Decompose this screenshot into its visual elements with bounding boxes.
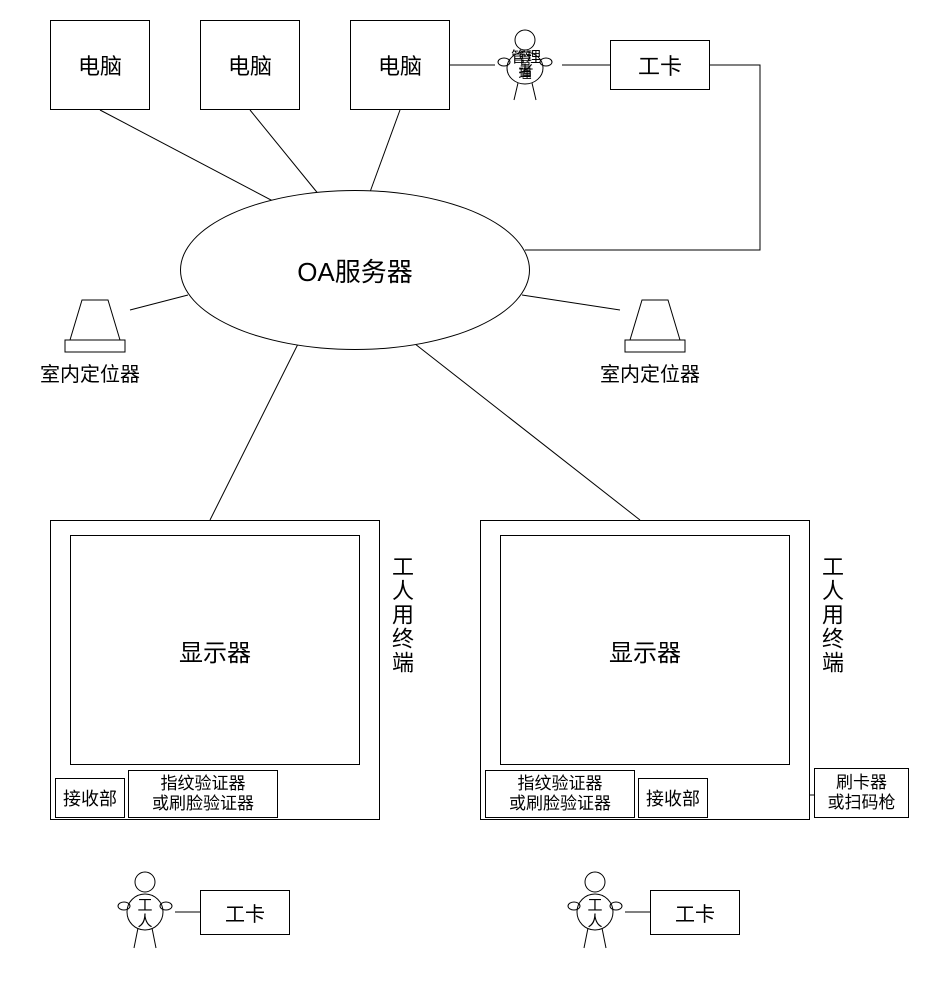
worker-left-icon: 工 人 [110, 870, 180, 955]
terminal-right-reader-label: 刷卡器 或扫码枪 [828, 773, 896, 813]
node-computer-1: 电脑 [50, 20, 150, 110]
locator-right-icon [620, 295, 690, 360]
node-terminal-right-display: 显示器 [500, 535, 790, 765]
locator-right-label: 室内定位器 [600, 358, 700, 387]
locator-left-label: 室内定位器 [40, 358, 140, 387]
node-terminal-left-display: 显示器 [70, 535, 360, 765]
node-terminal-left-receiver: 接收部 [55, 778, 125, 818]
node-oa-server: OA服务器 [180, 190, 530, 350]
terminal-right-receiver-label: 接收部 [646, 785, 700, 811]
node-terminal-right-receiver: 接收部 [638, 778, 708, 818]
terminal-right-side-label: 工人用终端 [815, 555, 847, 675]
oa-server-label: OA服务器 [297, 252, 413, 289]
svg-text:工: 工 [137, 897, 152, 914]
node-computer-3: 电脑 [350, 20, 450, 110]
computer-3-label: 电脑 [378, 49, 422, 81]
node-terminal-left-verifier: 指纹验证器 或刷脸验证器 [128, 770, 278, 818]
computer-1-label: 电脑 [78, 49, 122, 81]
terminal-left-receiver-label: 接收部 [63, 785, 117, 811]
svg-text:人: 人 [137, 913, 152, 930]
terminal-right-verifier-label: 指纹验证器 或刷脸验证器 [509, 774, 611, 814]
terminal-left-display-label: 显示器 [179, 633, 251, 668]
node-manager-card: 工卡 [610, 40, 710, 90]
worker-right-icon: 工 人 [560, 870, 630, 955]
locator-left-icon [60, 295, 130, 360]
svg-text:工: 工 [587, 897, 602, 914]
node-terminal-right-verifier: 指纹验证器 或刷脸验证器 [485, 770, 635, 818]
node-computer-2: 电脑 [200, 20, 300, 110]
terminal-right-display-label: 显示器 [609, 633, 681, 668]
node-terminal-right-reader: 刷卡器 或扫码枪 [814, 768, 909, 818]
diagram-edges [0, 0, 936, 1000]
terminal-left-verifier-label: 指纹验证器 或刷脸验证器 [152, 774, 254, 814]
manager-person-label: 管理者 管理者 [506, 50, 546, 80]
node-worker-left-card: 工卡 [200, 890, 290, 935]
worker-left-card-label: 工卡 [225, 898, 265, 927]
manager-card-label: 工卡 [638, 49, 682, 81]
computer-2-label: 电脑 [228, 49, 272, 81]
worker-right-card-label: 工卡 [675, 898, 715, 927]
terminal-left-side-label: 工人用终端 [385, 555, 417, 675]
svg-text:人: 人 [587, 913, 602, 930]
node-worker-right-card: 工卡 [650, 890, 740, 935]
